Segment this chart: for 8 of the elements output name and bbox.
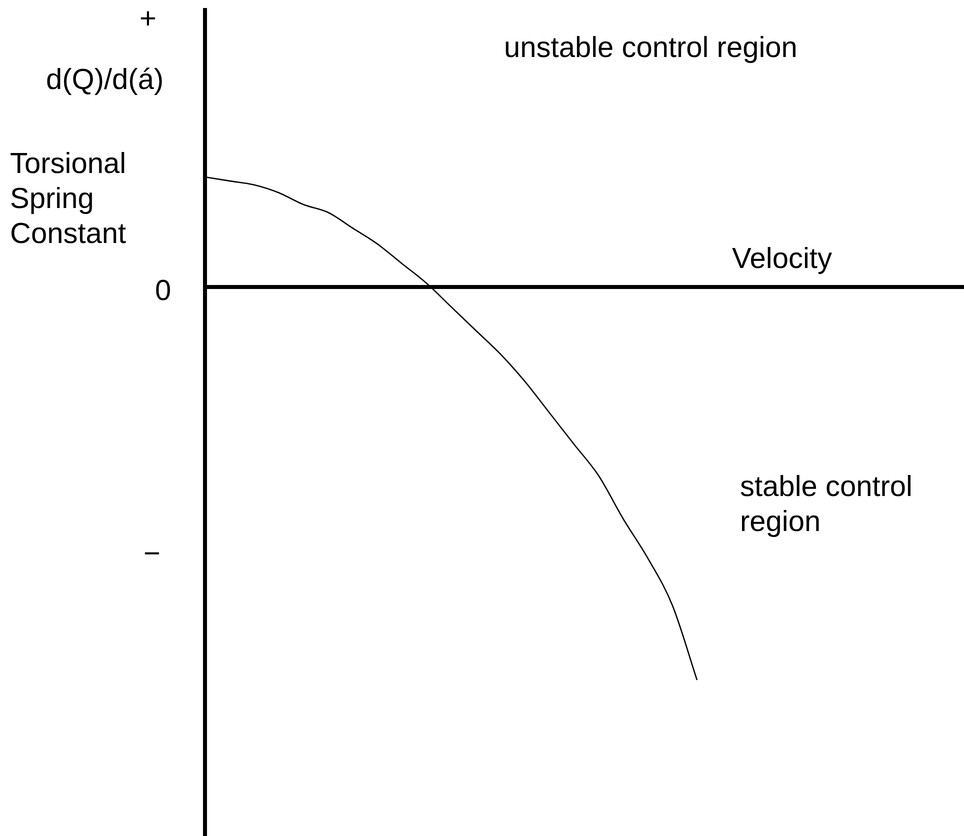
- x-axis-title: Velocity: [732, 243, 832, 276]
- text: unstable control region: [504, 32, 798, 64]
- text: +: [140, 3, 156, 35]
- text: Torsional Spring Constant: [10, 148, 126, 250]
- annotation: stable control region: [740, 471, 912, 538]
- text: d(Q)/d(á): [46, 64, 164, 96]
- text: 0: [154, 275, 172, 307]
- text: −: [144, 538, 160, 570]
